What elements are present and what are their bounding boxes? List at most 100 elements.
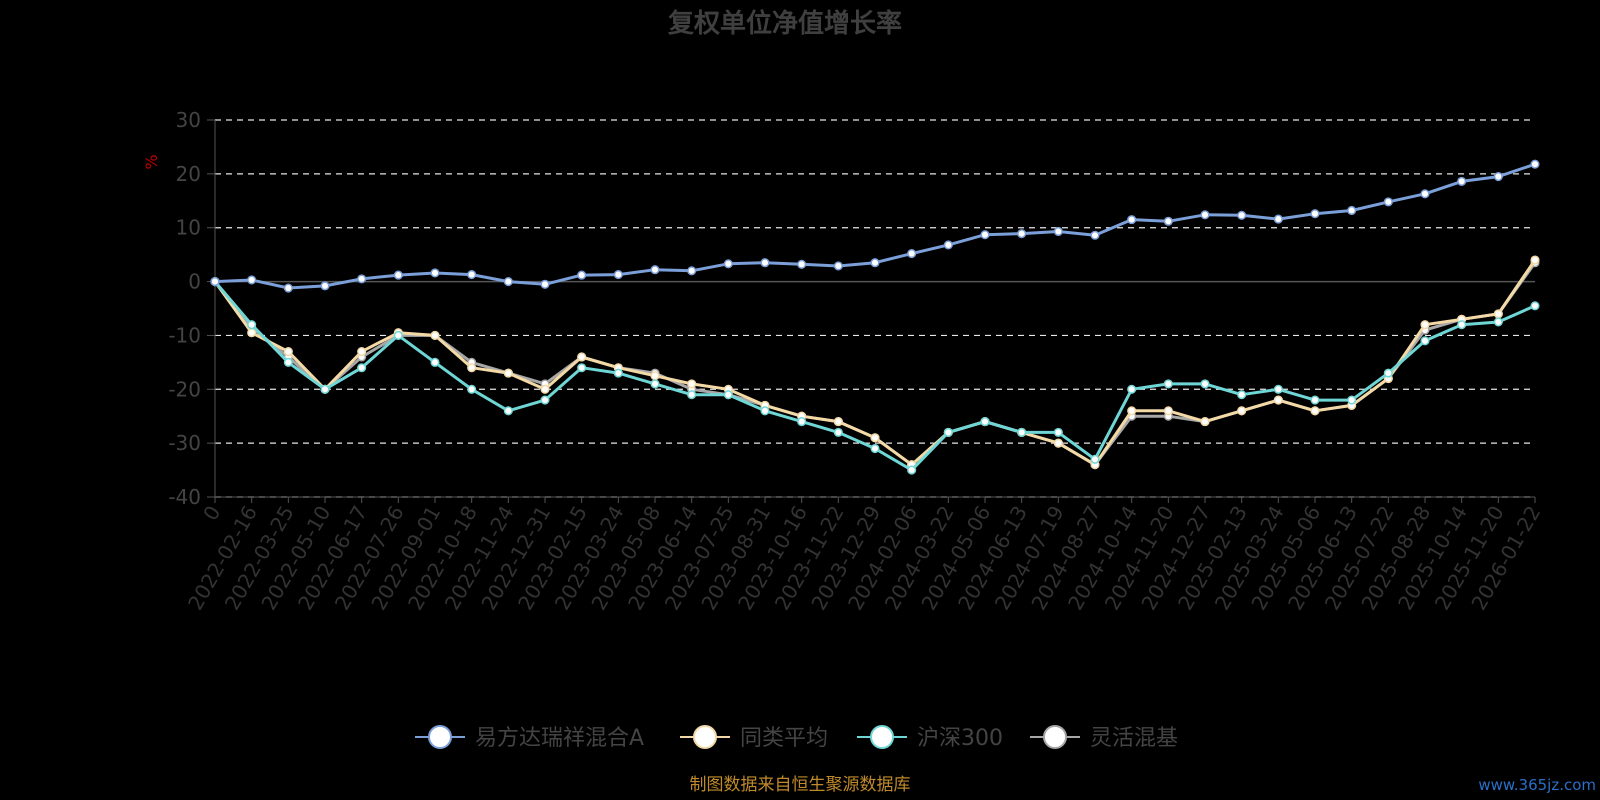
data-point: [797, 259, 807, 269]
data-point: [1017, 427, 1027, 437]
data-point: [1237, 210, 1247, 220]
data-point: [907, 465, 917, 475]
data-point: [833, 261, 843, 271]
data-point: [1090, 454, 1100, 464]
x-tick-label: 0: [198, 502, 225, 525]
series-1: [210, 159, 1540, 293]
data-point: [1273, 395, 1283, 405]
data-point: [430, 357, 440, 367]
data-point: [650, 379, 660, 389]
data-point: [1127, 215, 1137, 225]
data-point: [1090, 230, 1100, 240]
legend-label: 灵活混基: [1090, 726, 1178, 751]
watermark: www.365jz.com: [1478, 776, 1596, 794]
data-point: [1530, 159, 1540, 169]
y-tick-label: -20: [168, 377, 201, 401]
y-tick-label: 30: [176, 108, 201, 132]
data-point: [467, 363, 477, 373]
data-point: [1530, 255, 1540, 265]
data-point: [357, 274, 367, 284]
data-point: [1163, 406, 1173, 416]
legend-item[interactable]: 同类平均: [680, 725, 828, 751]
chart-title: 复权单位净值增长率: [668, 8, 902, 39]
legend-item[interactable]: 灵活混基: [1030, 725, 1178, 751]
data-point: [943, 240, 953, 250]
data-point: [540, 395, 550, 405]
data-point: [1420, 336, 1430, 346]
data-point: [907, 249, 917, 259]
data-point: [1383, 368, 1393, 378]
data-point: [577, 270, 587, 280]
data-point: [540, 384, 550, 394]
legend-item[interactable]: 易方达瑞祥混合A: [415, 725, 644, 751]
data-point: [1310, 209, 1320, 219]
legend-label: 易方达瑞祥混合A: [475, 726, 644, 751]
data-point: [1383, 197, 1393, 207]
data-point: [723, 390, 733, 400]
data-point: [1493, 309, 1503, 319]
source-note: 制图数据来自恒生聚源数据库: [690, 775, 911, 795]
data-point: [1237, 390, 1247, 400]
data-point: [760, 258, 770, 268]
data-point: [467, 270, 477, 280]
legend[interactable]: 易方达瑞祥混合A 同类平均 沪深300 灵活混基: [415, 725, 1178, 751]
data-point: [1053, 226, 1063, 237]
data-point: [320, 281, 330, 291]
data-point: [357, 347, 367, 357]
data-point: [1347, 395, 1357, 405]
data-point: [577, 363, 587, 373]
data-point: [833, 417, 843, 427]
data-point: [980, 230, 990, 240]
data-point: [687, 379, 697, 389]
series-line: [214, 162, 1536, 290]
data-point: [833, 427, 843, 437]
data-point: [870, 258, 880, 268]
legend-marker: [693, 725, 717, 749]
data-point: [1017, 229, 1027, 239]
legend-item[interactable]: 沪深300: [857, 725, 1003, 751]
data-point: [723, 259, 733, 269]
data-point: [540, 279, 550, 289]
series-3: [210, 277, 1540, 475]
data-point: [503, 277, 513, 287]
data-point: [1053, 427, 1063, 437]
legend-marker: [870, 725, 894, 749]
data-point: [393, 270, 403, 280]
data-point: [1273, 214, 1283, 224]
data-point: [1457, 320, 1467, 330]
data-point: [283, 347, 293, 357]
y-axis-ticks: 30 20 10 0 -10 -20 -30 -40: [168, 108, 216, 509]
data-point: [467, 384, 477, 394]
data-point: [1530, 301, 1540, 311]
data-point: [943, 427, 953, 437]
y-axis-label: %: [142, 154, 161, 169]
data-point: [247, 275, 257, 285]
data-point: [503, 368, 513, 378]
legend-marker: [1043, 725, 1067, 749]
data-point: [797, 417, 807, 427]
data-point: [1127, 406, 1137, 416]
data-point: [503, 406, 513, 416]
data-point: [980, 417, 990, 427]
y-tick-label: -30: [168, 431, 201, 455]
data-point: [1127, 384, 1137, 394]
data-point: [1493, 317, 1503, 327]
data-point: [1420, 320, 1430, 330]
data-point: [1200, 417, 1210, 427]
data-point: [1420, 189, 1430, 199]
series-lines: [210, 159, 1540, 475]
data-point: [1200, 210, 1210, 220]
data-point: [1163, 379, 1173, 389]
data-point: [1310, 406, 1320, 416]
data-point: [247, 320, 257, 330]
data-point: [577, 352, 587, 362]
data-point: [1493, 172, 1503, 182]
y-tick-label: -10: [168, 323, 201, 347]
legend-marker: [428, 725, 452, 749]
data-point: [1163, 216, 1173, 226]
y-tick-label: 0: [188, 270, 201, 294]
data-point: [687, 266, 697, 276]
data-point: [357, 363, 367, 373]
y-tick-label: 20: [176, 162, 201, 186]
